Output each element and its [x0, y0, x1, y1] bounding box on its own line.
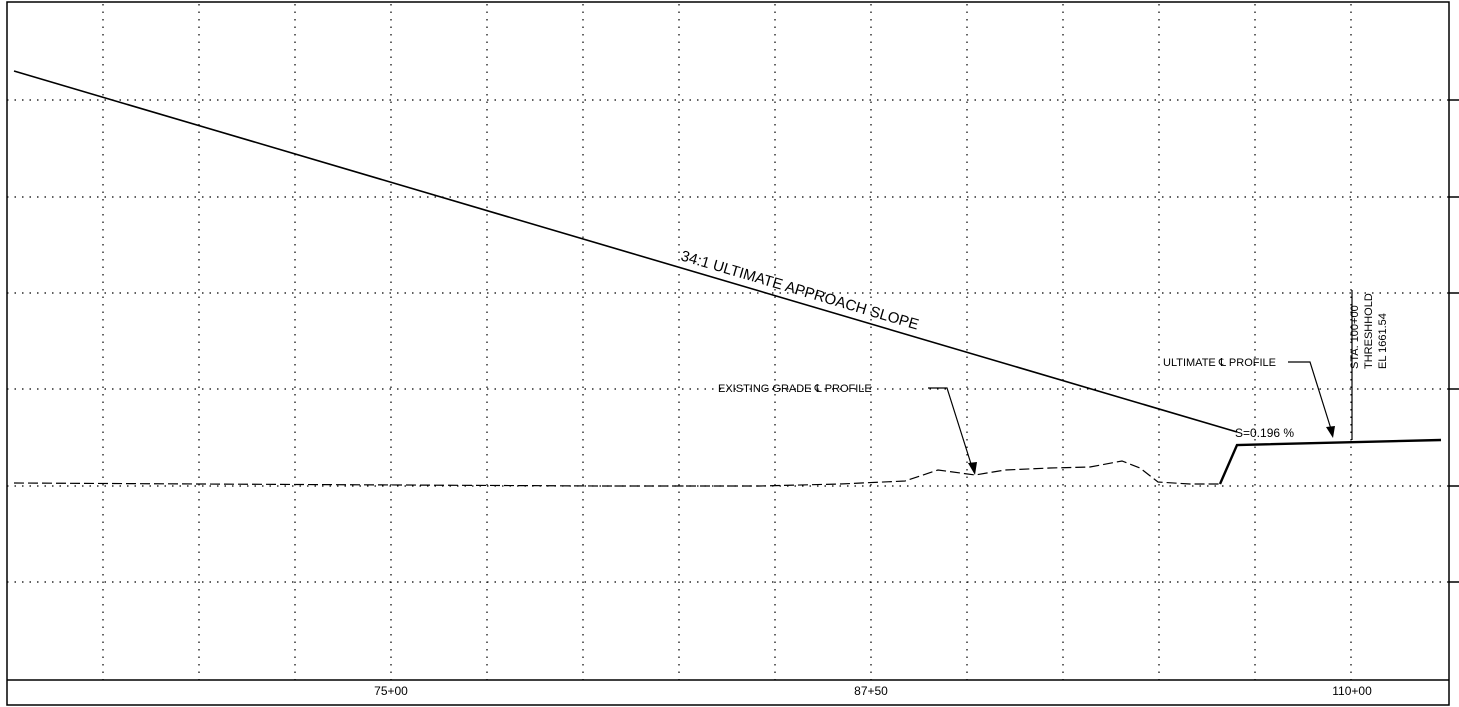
ultimate-profile-leader: [1288, 361, 1332, 430]
threshold-station-label: STA. 100+00: [1349, 305, 1361, 369]
grid: [7, 4, 1449, 680]
existing-grade-profile: [13, 460, 1220, 487]
ultimate-profile-line: [1218, 438, 1442, 485]
threshold-elevation-label: EL 1661.54: [1377, 313, 1389, 369]
right-edge-ticks: [1449, 99, 1459, 583]
threshold-name-label: THRESHHOLD: [1363, 293, 1375, 369]
x-tick-label: 110+00: [1332, 684, 1372, 698]
ultimate-profile-label: ULTIMATE ℄ PROFILE: [1163, 357, 1276, 369]
approach-slope-line: [13, 70, 1238, 433]
x-tick-label: 87+50: [854, 684, 888, 698]
existing-grade-leader-arrow: [968, 462, 977, 475]
approach-slope-label: 34:1 ULTIMATE APPROACH SLOPE: [679, 248, 921, 334]
existing-grade-label: EXISTING GRADE ℄ PROFILE: [718, 383, 872, 395]
slope-label: S=0.196 %: [1235, 426, 1294, 440]
drawing-frame: [6, 1, 1450, 706]
x-tick-label: 75+00: [374, 684, 408, 698]
existing-grade-leader: [928, 387, 973, 468]
ultimate-profile-leader-arrow: [1326, 426, 1335, 438]
